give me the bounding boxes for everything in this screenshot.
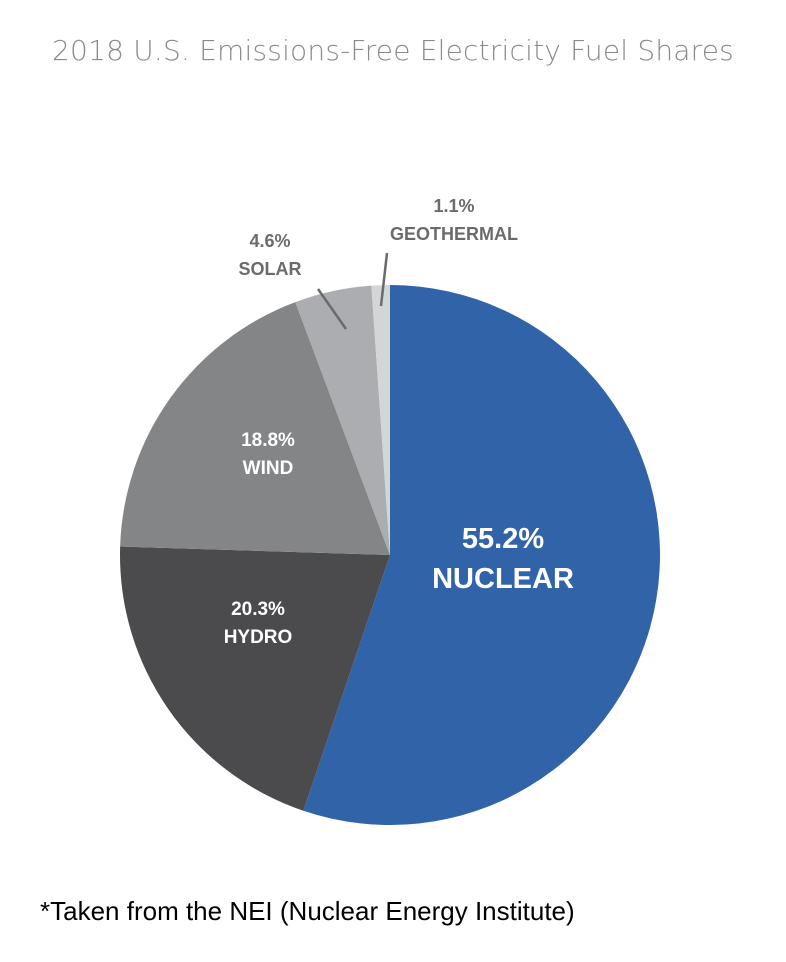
- pie-slice-hydro: [120, 546, 391, 811]
- chart-title: 2018 U.S. Emissions-Free Electricity Fue…: [52, 34, 734, 67]
- slice-percent-solar: 4.6%: [249, 231, 290, 251]
- slice-name-hydro: HYDRO: [224, 627, 293, 648]
- pie-slice-solar: [295, 285, 390, 555]
- leader-lines: [316, 252, 389, 330]
- slice-percent-geothermal: 1.1%: [433, 196, 474, 216]
- pie-slices: [120, 285, 661, 825]
- leader-line-geothermal: [379, 252, 389, 307]
- slice-percent-hydro: 20.3%: [231, 599, 285, 620]
- slice-percent-nuclear: 55.2%: [462, 523, 544, 555]
- pie-slice-wind: [120, 302, 390, 555]
- slice-name-solar: SOLAR: [239, 259, 302, 279]
- slice-name-nuclear: NUCLEAR: [432, 563, 574, 595]
- pie-slice-nuclear: [303, 285, 661, 825]
- slice-percent-wind: 18.8%: [241, 430, 295, 451]
- footnote: *Taken from the NEI (Nuclear Energy Inst…: [40, 896, 575, 926]
- leader-line-solar: [316, 288, 348, 330]
- pie-slice-geothermal: [371, 285, 390, 555]
- slice-name-wind: WIND: [243, 458, 294, 479]
- slice-name-geothermal: GEOTHERMAL: [390, 224, 518, 244]
- slice-labels: 55.2% NUCLEAR 20.3% HYDRO 18.8% WIND 4.6% SOLAR…: [224, 196, 574, 648]
